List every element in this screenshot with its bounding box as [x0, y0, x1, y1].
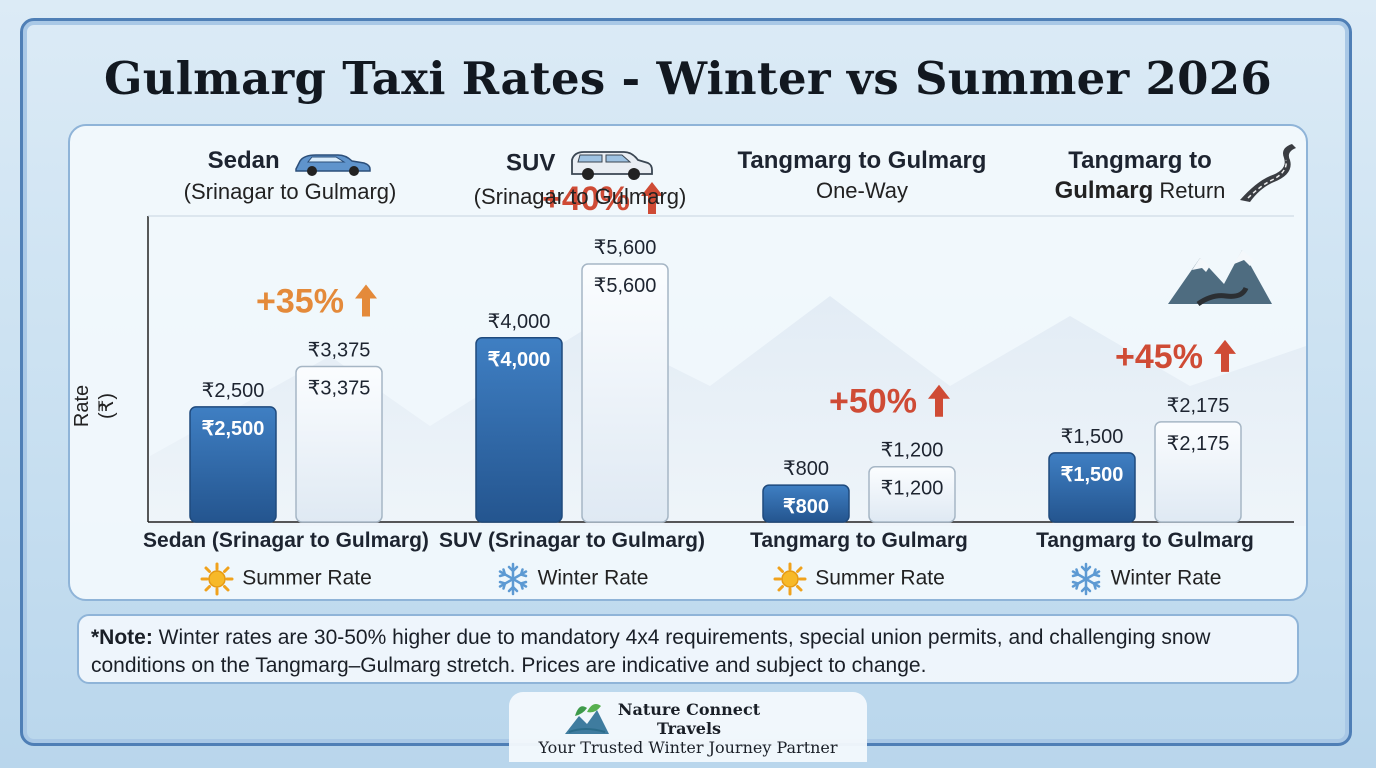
increase-label-1: +40%: [542, 180, 630, 218]
bar-chart: ₹2,500 ₹3,375 ₹2,500 ₹3,375 +35% ₹4,000 ₹5,600…: [147, 180, 1306, 526]
category-label-2: Tangmarg to Gulmarg: [750, 529, 968, 552]
winding-road-icon: [1240, 144, 1296, 202]
legend-label-1: Winter Rate: [537, 566, 649, 590]
up-arrow-icon-2: [928, 384, 950, 417]
data-label-summer-above-1: ₹4,000: [488, 311, 551, 333]
legend-label-0: Summer Rate: [242, 566, 372, 590]
header-tangmarg-oneway-title: Tangmarg to Gulmarg: [737, 147, 987, 174]
brand-name: Nature Connect Travels: [617, 700, 761, 738]
note-text: Winter rates are 30-50% higher due to ma…: [91, 626, 1211, 677]
header-tangmarg-return: Tangmarg to Gulmarg Return: [1040, 146, 1240, 206]
y-axis-label: Rate (₹): [71, 384, 118, 428]
data-label-summer-inside-1: ₹4,000: [488, 349, 551, 371]
snowflake-icon: [1071, 562, 1100, 596]
legend-item-2: Summer Rate: [709, 562, 1009, 596]
header-tangmarg-return-title: Tangmarg to: [1068, 147, 1212, 174]
data-label-summer-above-0: ₹2,500: [202, 380, 265, 402]
bar-summer-3: [1048, 452, 1136, 523]
header-suv-title: SUV: [505, 149, 556, 177]
increase-label-0: +35%: [256, 283, 344, 321]
background-mountains: [150, 296, 1306, 526]
category-label-1: SUV (Srinagar to Gulmarg): [438, 529, 706, 552]
brand-tagline: Your Trusted Winter Journey Partner: [538, 738, 838, 757]
header-sedan: Sedan (Srinagar to Gulmarg): [170, 146, 410, 207]
data-label-winter-above-3: ₹2,175: [1167, 395, 1230, 417]
data-label-summer-inside-2: ₹800: [783, 496, 829, 518]
bar-winter-3: [1154, 421, 1242, 523]
up-arrow-icon-1: [641, 182, 663, 215]
suv-car-icon: [571, 151, 653, 180]
data-label-winter-inside-0: ₹3,375: [308, 378, 371, 400]
data-label-winter-above-0: ₹3,375: [308, 340, 371, 362]
data-label-summer-inside-0: ₹2,500: [202, 418, 265, 440]
header-sedan-subtitle: (Srinagar to Gulmarg): [183, 178, 397, 204]
increase-label-2: +50%: [829, 383, 917, 421]
up-arrow-icon-0: [355, 284, 377, 317]
category-label-0: Sedan (Srinagar to Gulmarg): [143, 529, 429, 552]
brand-logo-icon: [565, 704, 609, 734]
data-label-summer-above-2: ₹800: [783, 458, 829, 480]
data-label-summer-inside-3: ₹1,500: [1061, 464, 1124, 486]
header-suv: SUV (Srinagar to Gulmarg): [460, 146, 700, 212]
data-label-winter-inside-2: ₹1,200: [881, 478, 944, 500]
sun-icon: [773, 562, 807, 596]
bar-winter-1: [581, 263, 669, 523]
data-label-winter-inside-3: ₹2,175: [1167, 433, 1230, 455]
data-label-winter-above-1: ₹5,600: [594, 237, 657, 259]
data-label-summer-above-3: ₹1,500: [1061, 426, 1124, 448]
page-title: Gulmarg Taxi Rates - Winter vs Summer 20…: [104, 52, 1272, 105]
header-tangmarg-oneway-subtitle: One-Way: [815, 178, 909, 203]
data-label-winter-inside-1: ₹5,600: [594, 275, 657, 297]
bar-summer-0: [189, 406, 277, 523]
increase-label-3: +45%: [1115, 338, 1203, 376]
mountain-road-icon: [1168, 250, 1272, 306]
header-tangmarg-oneway: Tangmarg to Gulmarg One-Way: [722, 146, 1002, 206]
bar-summer-2: [762, 484, 850, 523]
brand-box: Nature Connect Travels Your Trusted Wint…: [509, 692, 867, 762]
note-prefix: *Note:: [91, 626, 153, 649]
up-arrow-icon-3: [1214, 339, 1236, 372]
category-label-3: Tangmarg to Gulmarg: [1036, 529, 1254, 552]
bar-winter-2: [868, 465, 956, 523]
header-tangmarg-return-place: Gulmarg: [1054, 177, 1154, 204]
sun-icon: [200, 562, 234, 596]
bar-winter-0: [295, 365, 383, 523]
legend-label-3: Winter Rate: [1110, 566, 1222, 590]
legend-item-3: Winter Rate: [995, 562, 1295, 596]
header-tangmarg-return-subtitle: Return: [1159, 178, 1226, 203]
sedan-car-icon: [295, 153, 372, 176]
legend-item-1: Winter Rate: [422, 562, 722, 596]
bar-summer-1: [475, 337, 563, 523]
header-sedan-title: Sedan: [207, 147, 280, 174]
note-box: *Note: Winter rates are 30-50% higher du…: [77, 614, 1299, 684]
legend-item-0: Summer Rate: [136, 562, 436, 596]
data-label-winter-above-2: ₹1,200: [881, 440, 944, 462]
chart-panel: ₹2,500 ₹3,375 ₹2,500 ₹3,375 +35% ₹4,000 ₹5,600…: [68, 124, 1308, 601]
legend-label-2: Summer Rate: [815, 566, 945, 590]
header-suv-subtitle: (Srinagar to Gulmarg): [473, 184, 687, 209]
snowflake-icon: [498, 562, 527, 596]
